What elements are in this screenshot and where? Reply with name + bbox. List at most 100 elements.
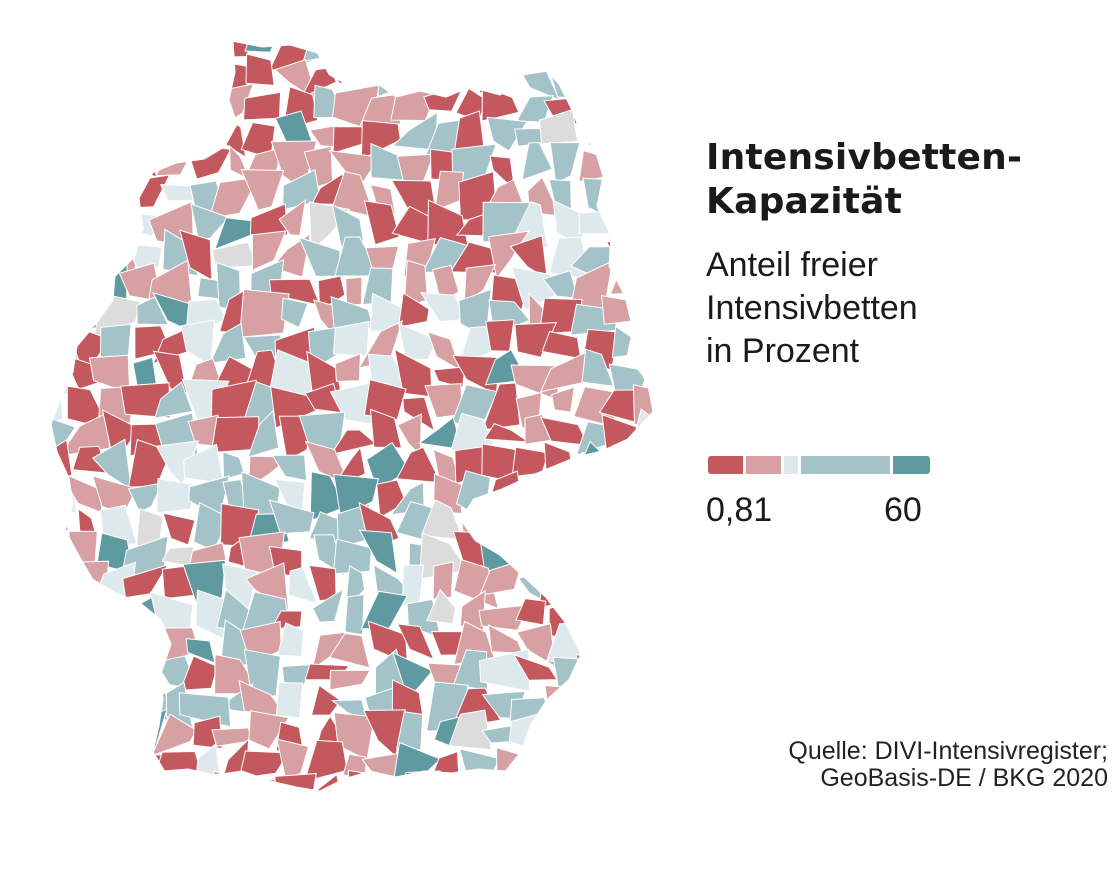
district-391	[402, 564, 424, 607]
district-127	[50, 210, 67, 252]
district-379	[50, 559, 77, 608]
district-134	[249, 203, 289, 236]
district-517	[391, 741, 442, 789]
district-138	[363, 200, 400, 246]
district-442	[50, 661, 62, 702]
legend-swatch-1	[708, 456, 743, 474]
district-491	[248, 710, 290, 750]
district-5	[156, 40, 189, 62]
district-537	[359, 783, 407, 792]
district-410	[344, 593, 365, 636]
district-29	[245, 53, 275, 86]
district-543	[544, 780, 575, 792]
district-341	[162, 512, 196, 546]
district-1	[50, 40, 81, 67]
district-245	[432, 366, 466, 389]
district-315	[647, 439, 654, 482]
district-170	[62, 266, 112, 308]
district-40	[579, 57, 620, 99]
district-301	[222, 451, 246, 480]
district-498	[448, 709, 492, 751]
district-471	[275, 681, 304, 719]
color-legend-bar	[708, 456, 930, 474]
district-17	[509, 40, 553, 59]
district-413	[426, 588, 456, 625]
district-526	[50, 778, 77, 792]
district-353	[517, 498, 562, 545]
district-398	[606, 558, 651, 611]
district-523	[576, 753, 614, 782]
district-44	[67, 83, 109, 125]
district-16	[490, 40, 526, 62]
district-182	[431, 264, 460, 303]
district-81	[538, 109, 579, 145]
district-528	[104, 777, 140, 792]
district-418	[580, 601, 607, 633]
district-377	[607, 535, 649, 580]
district-270	[551, 386, 575, 413]
district-56	[423, 84, 465, 112]
district-399	[637, 570, 654, 610]
district-3	[93, 40, 135, 67]
map-title: Intensivbetten- Kapazität	[706, 136, 1022, 224]
legend-min-label: 0,81	[706, 491, 773, 529]
district-198	[280, 297, 309, 329]
district-210	[639, 296, 654, 327]
district-452	[329, 669, 371, 691]
subtitle-line-2: Intensivbetten	[706, 289, 918, 327]
district-193	[136, 296, 170, 326]
district-43	[50, 88, 75, 120]
district-190	[50, 288, 82, 324]
district-231	[635, 332, 654, 366]
district-336	[638, 479, 654, 514]
district-109	[118, 174, 171, 209]
district-419	[612, 594, 651, 639]
district-41	[610, 54, 650, 99]
district-480	[544, 684, 591, 716]
district-429	[277, 622, 305, 658]
source-line-2: GeoBasis-DE / BKG 2020	[820, 764, 1108, 792]
district-319	[127, 482, 164, 513]
district-31	[300, 67, 338, 99]
district-421	[50, 629, 68, 667]
district-20	[604, 40, 651, 70]
district-496	[396, 711, 424, 751]
district-540	[454, 768, 485, 792]
district-14	[420, 40, 455, 67]
legend-swatch-5	[893, 456, 930, 474]
district-513	[276, 738, 310, 780]
district-420	[636, 592, 654, 638]
district-534	[274, 773, 317, 792]
district-264	[363, 378, 407, 421]
district-68	[165, 114, 197, 159]
district-224	[426, 331, 462, 372]
district-320	[156, 477, 195, 514]
district-521	[523, 740, 560, 790]
district-179	[345, 276, 363, 307]
district-149	[69, 234, 94, 269]
district-465	[103, 685, 135, 729]
district-106	[50, 180, 75, 214]
district-45	[99, 94, 127, 126]
district-483	[636, 695, 654, 718]
district-27	[181, 55, 227, 96]
district-416	[515, 598, 547, 626]
district-217	[209, 322, 247, 364]
district-529	[135, 776, 164, 792]
district-83	[599, 120, 643, 155]
district-105	[642, 158, 654, 188]
district-326	[333, 473, 380, 519]
district-6	[187, 40, 226, 58]
district-48	[179, 88, 219, 130]
district-527	[63, 771, 104, 792]
district-268	[481, 382, 521, 431]
district-433	[396, 623, 435, 661]
district-242	[334, 352, 362, 382]
district-4	[128, 40, 172, 66]
subtitle-line-3: in Prozent	[706, 332, 860, 370]
district-356	[605, 499, 641, 550]
district-440	[605, 619, 641, 659]
source-credit: Quelle: DIVI-Intensivregister; GeoBasis-…	[788, 738, 1108, 792]
district-355	[570, 513, 602, 538]
district-15	[461, 40, 500, 66]
